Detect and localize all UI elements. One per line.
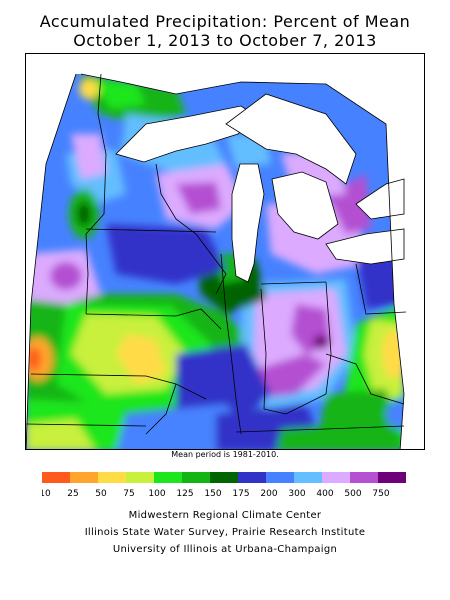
credit-line-3: University of Illinois at Urbana-Champai… [112, 544, 338, 555]
credit-line-2: Illinois State Water Survey, Prairie Res… [84, 527, 366, 538]
legend-swatch [350, 472, 378, 483]
legend-label: 300 [288, 489, 305, 499]
legend-label: 25 [67, 489, 78, 499]
great-lakes [115, 93, 405, 283]
legend-swatch [42, 472, 70, 483]
legend-swatch [126, 472, 154, 483]
legend-label: 175 [232, 489, 249, 499]
legend-swatch [266, 472, 294, 483]
legend-label: 50 [95, 489, 107, 499]
legend-label: 125 [176, 489, 193, 499]
map-canvas [26, 54, 424, 449]
legend-label: 500 [344, 489, 361, 499]
legend-swatch [294, 472, 322, 483]
color-legend: 10 25 50 75 100 125 150 175 200 300 400 500 750 [42, 472, 406, 499]
legend-label: 750 [372, 489, 389, 499]
credit-line-1: Midwestern Regional Climate Center [128, 510, 322, 521]
legend-label: 200 [260, 489, 277, 499]
legend-label: 150 [204, 489, 221, 499]
state-boundaries [26, 73, 407, 435]
legend-swatch [378, 472, 406, 483]
legend-swatch [70, 472, 98, 483]
legend-swatch [98, 472, 126, 483]
legend-label: 75 [123, 489, 134, 499]
map-subtitle: October 1, 2013 to October 7, 2013 [73, 31, 377, 50]
legend-label: 10 [42, 489, 51, 499]
legend-swatch [322, 472, 350, 483]
region-outline [80, 73, 405, 449]
map-title: Accumulated Precipitation: Percent of Me… [39, 12, 411, 31]
legend-swatch [210, 472, 238, 483]
precipitation-map [25, 53, 425, 450]
legend-label: 100 [148, 489, 165, 499]
legend-label: 400 [316, 489, 333, 499]
legend-swatch [154, 472, 182, 483]
outside-region [26, 54, 424, 449]
mean-period-note: Mean period is 1981-2010. [171, 450, 279, 459]
legend-swatch [182, 472, 210, 483]
legend-swatch [238, 472, 266, 483]
